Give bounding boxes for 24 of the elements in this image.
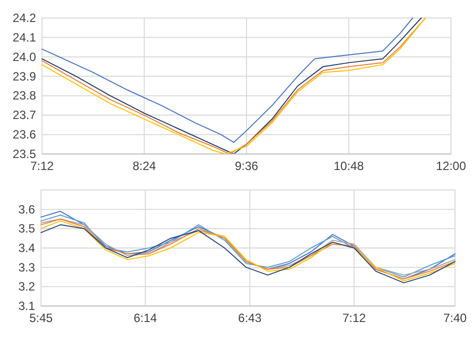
y-tick-label: 24.0 [12,50,36,64]
y-tick-label: 3.5 [18,222,36,236]
x-tick-label: 10:48 [334,159,364,173]
x-tick-label: 7:12 [30,159,54,173]
y-tick-label: 3.4 [18,241,36,255]
x-tick-label: 6:43 [238,311,262,325]
x-tick-label: 7:12 [342,311,366,325]
y-tick-label: 23.9 [12,69,36,84]
y-tick-label: 24.2 [12,11,36,25]
y-tick-label: 24.1 [12,30,36,44]
x-tick-label: 5:45 [29,311,53,325]
y-tick-label: 3.2 [18,280,36,294]
x-tick-label: 7:40 [443,311,467,325]
y-tick-label: 3.1 [18,299,36,313]
y-tick-label: 23.6 [12,128,36,142]
y-tick-label: 23.8 [12,88,36,103]
y-tick-label: 3.3 [18,260,36,274]
x-tick-label: 9:36 [234,159,258,173]
x-tick-label: 12:00 [436,159,466,173]
y-tick-label: 3.6 [18,202,36,216]
x-tick-label: 8:24 [132,159,156,173]
x-tick-label: 6:14 [134,311,158,325]
y-tick-label: 23.5 [12,147,36,161]
y-tick-label: 23.7 [12,108,36,122]
